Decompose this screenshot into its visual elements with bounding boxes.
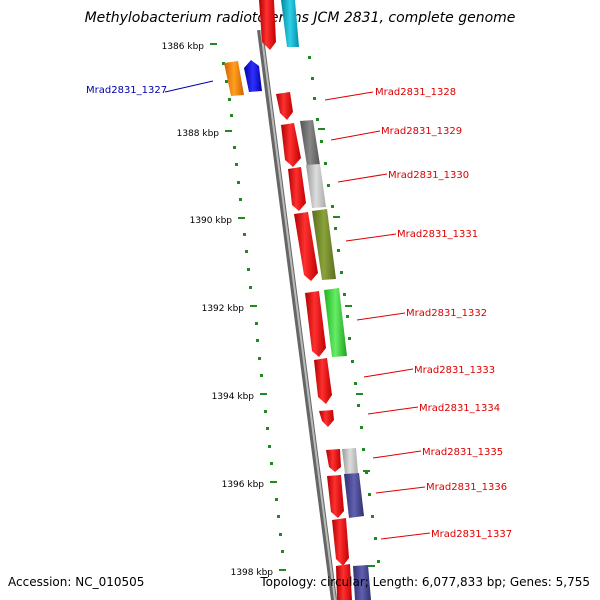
cds-arrow [327,475,344,518]
cds-box-cyan [281,0,299,47]
tick-mark [270,481,277,483]
cds-box-orange [224,61,244,96]
tick-label: 1390 kbp [190,216,233,226]
cds-arrow [332,518,349,566]
left-side-genes [224,60,262,96]
tick-label: 1386 kbp [162,42,205,52]
gene-label: Mrad2831_1330 [388,170,469,181]
tick-label: 1396 kbp [222,480,265,490]
tick-mark [238,217,245,219]
gene-label: Mrad2831_1332 [406,308,487,319]
cds-box-navy [344,473,364,518]
gene-label: Mrad2831_1329 [381,126,462,137]
outer-tick-marks [318,128,375,567]
tick-label: 1388 kbp [177,129,220,139]
cds-arrow [305,291,326,357]
cds-arrow [314,358,332,404]
accession-text: Accession: NC_010505 [8,575,145,589]
tick-mark [225,130,232,132]
gene-label: Mrad2831_1327 [86,85,167,96]
cds-box-olive [312,209,336,280]
tick-label: 1392 kbp [202,304,245,314]
outer-dotted-scale [308,56,380,563]
cds-box-navy [353,565,371,600]
gene-label: Mrad2831_1337 [431,529,512,540]
gene-labels: Mrad2831_1327 Mrad2831_1328 Mrad2831_132… [86,85,512,540]
cds-arrow [336,564,352,600]
cds-arrow [259,0,276,50]
reverse-strand-genes [281,0,371,600]
cds-arrow [319,410,334,427]
gene-label: Mrad2831_1328 [375,87,456,98]
cds-box-lightgray [342,448,358,474]
tick-mark [250,305,257,307]
cds-box-green [324,288,347,357]
gene-label: Mrad2831_1333 [414,365,495,376]
tick-mark [279,569,286,571]
map-title: Methylobacterium radiotolerans JCM 2831,… [84,10,516,26]
cds-arrow [281,123,301,167]
cds-box-lightgray [306,164,326,208]
cds-box-darkgray [300,120,320,166]
cds-arrow-blue [244,60,262,92]
label-leader-lines [164,80,431,540]
tick-label: 1398 kbp [231,568,274,578]
scale-ticks: 1386 kbp 1388 kbp 1390 kbp 1392 kbp 1394… [162,42,286,578]
cds-arrow [326,449,341,472]
genome-summary-text: Topology: circular; Length: 6,077,833 bp… [260,575,590,589]
cds-arrow [294,212,318,281]
forward-strand-genes [259,0,352,600]
gene-label: Mrad2831_1331 [397,229,478,240]
inner-dotted-scale [222,62,284,553]
cds-arrow [288,167,306,211]
gene-label: Mrad2831_1335 [422,447,503,458]
tick-mark [260,393,267,395]
gene-label: Mrad2831_1334 [419,403,500,414]
cds-arrow [276,92,293,120]
tick-mark [210,43,217,45]
tick-label: 1394 kbp [212,392,255,402]
genome-backbone-highlight [260,29,336,600]
gene-label: Mrad2831_1336 [426,482,507,493]
